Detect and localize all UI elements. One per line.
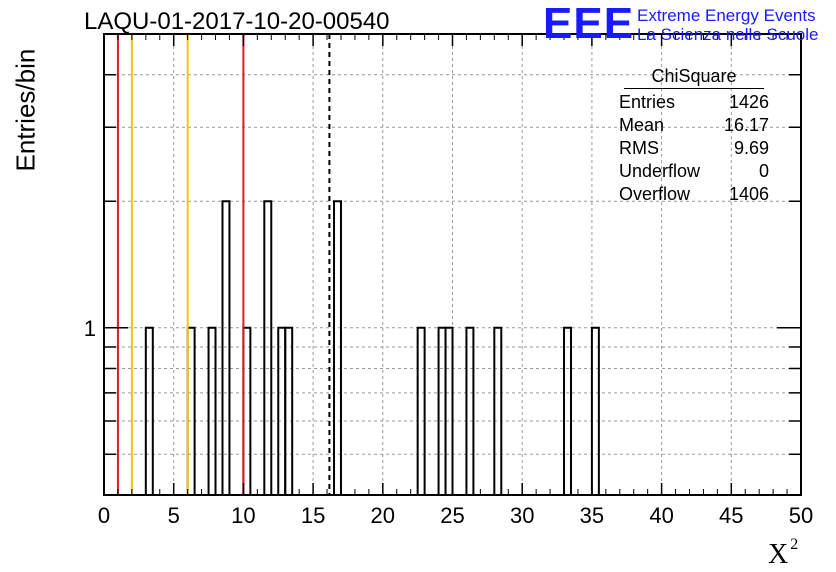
stats-value: 1406	[728, 184, 769, 204]
stats-label: Entries	[619, 92, 676, 112]
x-tick-label: 45	[719, 503, 743, 528]
histogram-bar	[333, 200, 342, 495]
histogram-bar	[590, 326, 600, 495]
stats-value: 0	[758, 161, 769, 181]
stats-label: RMS	[619, 138, 659, 158]
stats-row-mean: Mean 16.17	[610, 114, 778, 137]
stats-row-rms: RMS 9.69	[610, 137, 778, 160]
stats-label: Mean	[619, 115, 665, 135]
stats-value: 9.69	[733, 138, 769, 158]
eee-logo: EEE	[543, 0, 635, 48]
brand-line-2: La Scienza nelle Scuole	[637, 25, 819, 44]
x-tick-label: 10	[231, 503, 255, 528]
x-tick-label: 50	[789, 503, 813, 528]
stats-value: 16.17	[723, 115, 769, 135]
histogram-bar	[207, 326, 217, 495]
chart-title: LAQU-01-2017-10-20-00540	[84, 8, 390, 35]
stats-row-overflow: Overflow 1406	[610, 183, 778, 206]
x-tick-label: 30	[510, 503, 534, 528]
histogram-bar	[242, 326, 252, 495]
histogram-bar	[444, 326, 454, 495]
histogram-bar	[437, 326, 447, 495]
x-tick-label: 25	[440, 503, 464, 528]
stats-label: Underflow	[619, 161, 701, 181]
histogram-bar	[221, 200, 231, 495]
stats-box: ChiSquare Entries 1426 Mean 16.17 RMS 9.…	[610, 66, 778, 206]
y-tick-label: 1	[84, 316, 96, 341]
histogram-bar	[186, 326, 196, 495]
histogram-bar	[563, 326, 572, 495]
stats-row-underflow: Underflow 0	[610, 160, 778, 183]
histogram-bar	[465, 326, 475, 495]
x-tick-label: 15	[301, 503, 325, 528]
x-tick-label: 5	[168, 503, 180, 528]
stats-title: ChiSquare	[624, 66, 764, 89]
x-tick-label: 35	[580, 503, 604, 528]
histogram-bar	[277, 326, 287, 495]
stats-row-entries: Entries 1426	[610, 91, 778, 114]
histogram-bar	[493, 326, 503, 495]
stats-label: Overflow	[619, 184, 691, 204]
y-axis-label: Entries/bin	[10, 48, 41, 172]
histogram-bar	[416, 326, 426, 495]
brand-line-1: Extreme Energy Events	[637, 6, 816, 25]
x-tick-label: 40	[649, 503, 673, 528]
histogram-bar	[263, 200, 273, 495]
x-tick-label: 20	[371, 503, 395, 528]
histogram-bar	[284, 326, 294, 495]
histogram-bar	[144, 326, 154, 495]
stats-value: 1426	[728, 92, 769, 112]
x-tick-label: 0	[98, 503, 110, 528]
